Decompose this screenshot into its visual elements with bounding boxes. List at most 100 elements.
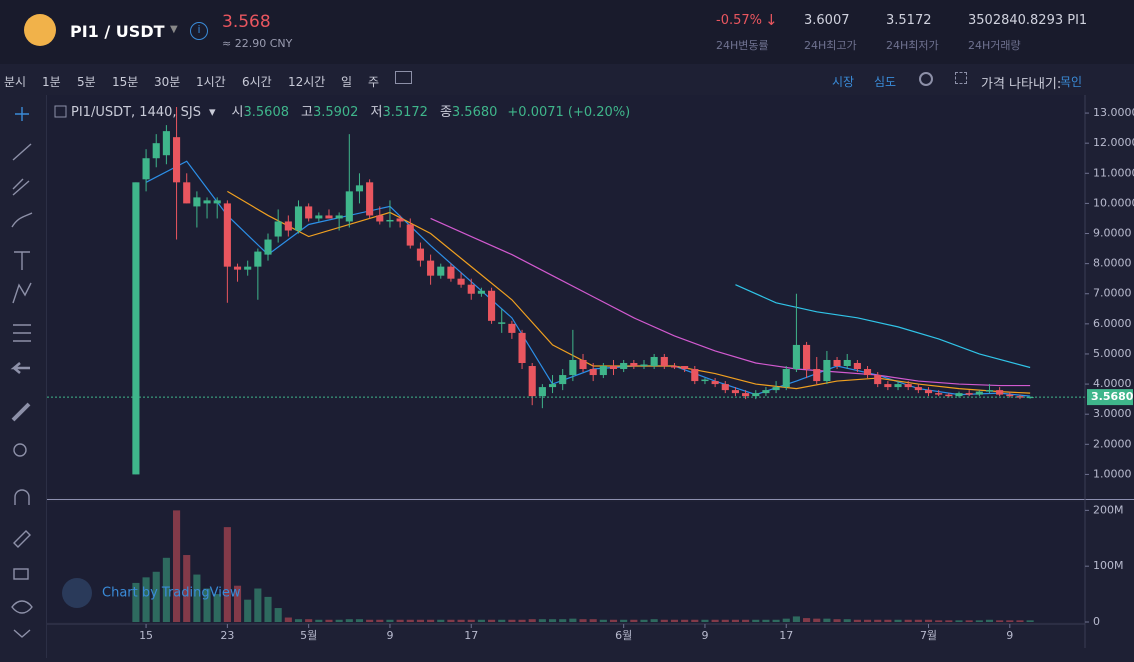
- volume-tick-label: 200M: [1093, 503, 1124, 516]
- toolbar-option[interactable]: 심도: [874, 75, 897, 89]
- volume-bar: [914, 619, 922, 622]
- volume-bar: [437, 619, 445, 622]
- dropdown[interactable]: ▼: [170, 24, 178, 35]
- volume-bar: [975, 620, 983, 622]
- x-tick-label: 6월: [615, 629, 632, 642]
- candle-body: [721, 384, 729, 391]
- legend: PI1/USDT, 1440, SJS ▾ 시3.5608 고3.5902 저3.517…: [71, 105, 630, 120]
- x-tick-label: 17: [464, 629, 478, 642]
- volume-bar: [874, 619, 882, 622]
- settings-icon[interactable]: [919, 72, 933, 86]
- volume-bar: [660, 619, 668, 622]
- candle-body: [406, 224, 414, 246]
- fib-tool[interactable]: [12, 178, 30, 196]
- interval[interactable]: 15분: [112, 75, 139, 89]
- candle-body: [569, 359, 577, 376]
- volume-bar: [386, 619, 394, 622]
- interval[interactable]: 12시간: [288, 75, 326, 89]
- zoom-tool[interactable]: [13, 443, 27, 457]
- fullscreen-icon[interactable]: [955, 72, 967, 84]
- interval[interactable]: 1분: [42, 75, 61, 89]
- candle-body: [233, 266, 242, 270]
- candle-body: [498, 322, 506, 324]
- candle-body: [305, 206, 313, 219]
- lock-draw-tool[interactable]: [13, 530, 31, 548]
- pattern-tool[interactable]: [12, 282, 32, 304]
- eye-tool[interactable]: [11, 600, 33, 614]
- y-tick-label: 1.0000: [1093, 467, 1132, 480]
- candle-body: [711, 381, 719, 385]
- prediction-tool[interactable]: [13, 324, 31, 342]
- candle-body: [264, 239, 272, 255]
- toolbar-option[interactable]: 시장: [832, 75, 855, 89]
- indicator-icon[interactable]: [395, 71, 412, 84]
- watermark[interactable]: Chart by TradingView: [62, 578, 240, 608]
- ruler-tool[interactable]: [11, 402, 31, 422]
- collapse[interactable]: [13, 629, 31, 638]
- candle-body: [630, 363, 638, 367]
- candle-body: [142, 158, 150, 180]
- interval[interactable]: 5분: [77, 75, 96, 89]
- candle-body: [366, 182, 374, 216]
- volume-bar: [945, 620, 953, 622]
- volume-bar: [813, 618, 821, 622]
- moving-average: [430, 217, 1031, 387]
- magnet-tool[interactable]: [14, 489, 30, 505]
- y-tick-label: 13.0000: [1093, 106, 1134, 119]
- volume-bar: [935, 620, 943, 622]
- info[interactable]: i: [190, 22, 208, 40]
- last-price-tag: [1087, 389, 1133, 406]
- volume-bar: [193, 574, 201, 622]
- price-pane: [47, 95, 1085, 497]
- lock-tool[interactable]: [13, 568, 29, 580]
- brush-tool[interactable]: [11, 212, 33, 228]
- volume-bar: [894, 619, 902, 622]
- candle-body: [345, 191, 353, 222]
- interval[interactable]: 분시: [4, 75, 27, 89]
- volume-bar: [762, 619, 770, 622]
- pair[interactable]: PI1 / USDT: [70, 22, 165, 41]
- volume-bar: [752, 619, 760, 622]
- toolbar-option[interactable]: 목인: [1060, 75, 1083, 89]
- candle-body: [589, 369, 597, 376]
- interval[interactable]: 일: [341, 75, 353, 89]
- volume-bar: [305, 619, 313, 622]
- interval[interactable]: 주: [368, 75, 380, 89]
- candle-body: [650, 356, 658, 367]
- candle-body: [427, 260, 435, 276]
- candle-body: [924, 390, 933, 394]
- candle-body: [325, 215, 333, 219]
- candle-body: [294, 206, 303, 231]
- stat-label: 24H거래량: [968, 39, 1021, 52]
- arrow-tool[interactable]: [10, 362, 30, 374]
- candle-body: [559, 375, 567, 385]
- interval[interactable]: 1시간: [196, 75, 226, 89]
- candle-body: [701, 379, 709, 382]
- x-tick-label: 15: [139, 629, 153, 642]
- volume-bar: [579, 619, 587, 622]
- cross-tool[interactable]: [15, 107, 29, 121]
- candle-body: [437, 266, 445, 276]
- volume-bar: [792, 616, 800, 622]
- text-tool[interactable]: [14, 251, 30, 270]
- volume-bar: [518, 619, 526, 622]
- volume-bar: [630, 619, 638, 622]
- volume-bar: [162, 557, 170, 622]
- volume-bar: [152, 571, 160, 622]
- candle-body: [762, 390, 770, 394]
- candle-body: [244, 266, 252, 270]
- candle-body: [772, 387, 780, 391]
- volume-bar: [427, 619, 435, 622]
- interval[interactable]: 30분: [154, 75, 181, 89]
- candle-body: [152, 143, 160, 159]
- legend-toggle: [54, 105, 67, 118]
- volume-bar: [528, 619, 536, 622]
- line-tool[interactable]: [12, 143, 32, 161]
- volume-bar: [447, 619, 455, 622]
- watermark-text[interactable]: Chart by TradingView: [102, 585, 241, 601]
- x-tick-label: 23: [220, 629, 234, 642]
- interval[interactable]: 6시간: [242, 75, 272, 89]
- candle-body: [640, 364, 648, 367]
- candle-body: [742, 393, 750, 397]
- y-tick-label: 9.0000: [1093, 227, 1132, 240]
